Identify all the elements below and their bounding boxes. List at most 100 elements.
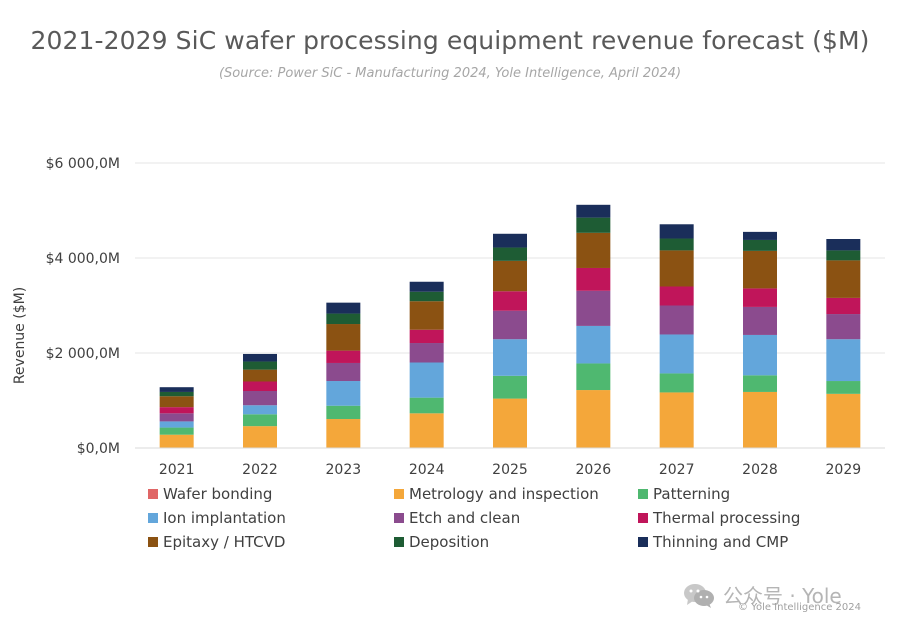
- bar-segment: [826, 381, 861, 394]
- bar-segment: [243, 426, 277, 448]
- legend-label: Deposition: [409, 533, 490, 551]
- bar-segment: [493, 233, 527, 248]
- bar-segment: [326, 419, 361, 448]
- bar-segment: [659, 334, 694, 374]
- bar-segment: [659, 238, 694, 251]
- bar-segment: [659, 250, 694, 287]
- bar-segment: [576, 390, 611, 448]
- bar-segment: [243, 361, 277, 370]
- bar-segment: [493, 247, 527, 261]
- legend-swatch: [394, 489, 404, 499]
- bar-segment: [743, 391, 777, 448]
- bar-segment: [326, 350, 361, 363]
- bar-segment: [243, 391, 277, 406]
- bar-segment: [326, 362, 361, 382]
- bar-segment: [576, 290, 611, 326]
- legend-label: Metrology and inspection: [409, 485, 599, 503]
- x-tick-label: 2025: [492, 462, 528, 478]
- bar-segment: [326, 302, 361, 314]
- bar-segment: [409, 343, 444, 363]
- wechat-icon: [684, 583, 714, 608]
- legend-label: Ion implantation: [163, 509, 286, 527]
- watermark: 公众号 · Yole: [683, 580, 842, 609]
- y-tick-label: $4 000,0M: [46, 251, 120, 267]
- bar-segment: [326, 324, 361, 351]
- bar-segment: [826, 339, 861, 382]
- y-axis-label: Revenue ($M): [12, 287, 28, 384]
- bar-segment: [743, 239, 777, 251]
- legend-swatch: [394, 537, 404, 547]
- bar-segment: [243, 414, 277, 427]
- x-tick-label: 2022: [242, 462, 278, 478]
- x-tick-label: 2026: [576, 462, 612, 478]
- bar-segment: [243, 369, 277, 382]
- bar-segment: [159, 413, 194, 422]
- legend-swatch: [148, 537, 158, 547]
- bar-segment: [243, 405, 277, 415]
- legend-item: Deposition: [394, 531, 489, 553]
- watermark-text: 公众号 · Yole: [723, 584, 842, 608]
- bar-segment: [826, 297, 861, 315]
- x-tick-label: 2029: [826, 462, 862, 478]
- legend-item: Etch and clean: [394, 507, 520, 529]
- legend-item: Metrology and inspection: [394, 483, 599, 505]
- bar-segment: [493, 291, 527, 311]
- bar-segment: [576, 217, 611, 233]
- chart-subtitle: (Source: Power SiC - Manufacturing 2024,…: [218, 66, 682, 81]
- legend-swatch: [148, 489, 158, 499]
- legend-swatch: [638, 489, 648, 499]
- legend-swatch: [394, 513, 404, 523]
- x-tick-label: 2024: [409, 462, 445, 478]
- bar-segment: [493, 339, 527, 376]
- bar-segment: [743, 306, 777, 335]
- legend-item: Thermal processing: [638, 507, 800, 529]
- legend-label: Etch and clean: [409, 509, 521, 527]
- bar-segment: [159, 396, 194, 408]
- bar-segment: [409, 281, 444, 292]
- legend-label: Patterning: [653, 485, 731, 503]
- legend-label: Epitaxy / HTCVD: [163, 533, 286, 551]
- x-tick-label: 2028: [742, 462, 778, 478]
- bar-segment: [493, 310, 527, 340]
- legend-swatch: [638, 513, 648, 523]
- bar-segment: [243, 353, 277, 362]
- bar-segment: [326, 313, 361, 325]
- bar-segment: [576, 267, 611, 291]
- legend-item: Thinning and CMP: [638, 531, 788, 553]
- legend-item: Patterning: [638, 483, 730, 505]
- bar-segment: [743, 375, 777, 392]
- bar-segment: [743, 288, 777, 307]
- legend-swatch: [638, 537, 648, 547]
- bar-segment: [576, 232, 611, 268]
- bar-segment: [826, 239, 861, 251]
- bar-segment: [159, 407, 194, 414]
- bar-segment: [576, 204, 611, 218]
- bar-segment: [326, 405, 361, 420]
- legend-label: Thinning and CMP: [653, 533, 789, 551]
- x-tick-label: 2027: [659, 462, 695, 478]
- bar-segment: [409, 413, 444, 448]
- bar-segment: [826, 250, 861, 261]
- bar-segment: [576, 363, 611, 391]
- bar-segment: [576, 325, 611, 364]
- legend-label: Thermal processing: [653, 509, 801, 527]
- bar-segment: [159, 387, 194, 392]
- bar-segment: [659, 392, 694, 448]
- bar-segment: [243, 381, 277, 391]
- legend-item: Epitaxy / HTCVD: [148, 531, 285, 553]
- legend-item: Ion implantation: [148, 507, 286, 529]
- chart-title: 2021-2029 SiC wafer processing equipment…: [30, 26, 870, 55]
- bar-segment: [659, 373, 694, 393]
- legend-label: Wafer bonding: [163, 485, 273, 503]
- y-tick-label: $0,0M: [77, 441, 120, 457]
- bar-segment: [159, 427, 194, 435]
- y-tick-label: $6 000,0M: [46, 156, 120, 172]
- y-tick-label: $2 000,0M: [46, 346, 120, 362]
- bar-segment: [409, 397, 444, 414]
- bar-segment: [409, 362, 444, 398]
- bar-segment: [659, 224, 694, 239]
- bar-segment: [159, 421, 194, 428]
- bars: [159, 204, 861, 448]
- bar-segment: [493, 398, 527, 448]
